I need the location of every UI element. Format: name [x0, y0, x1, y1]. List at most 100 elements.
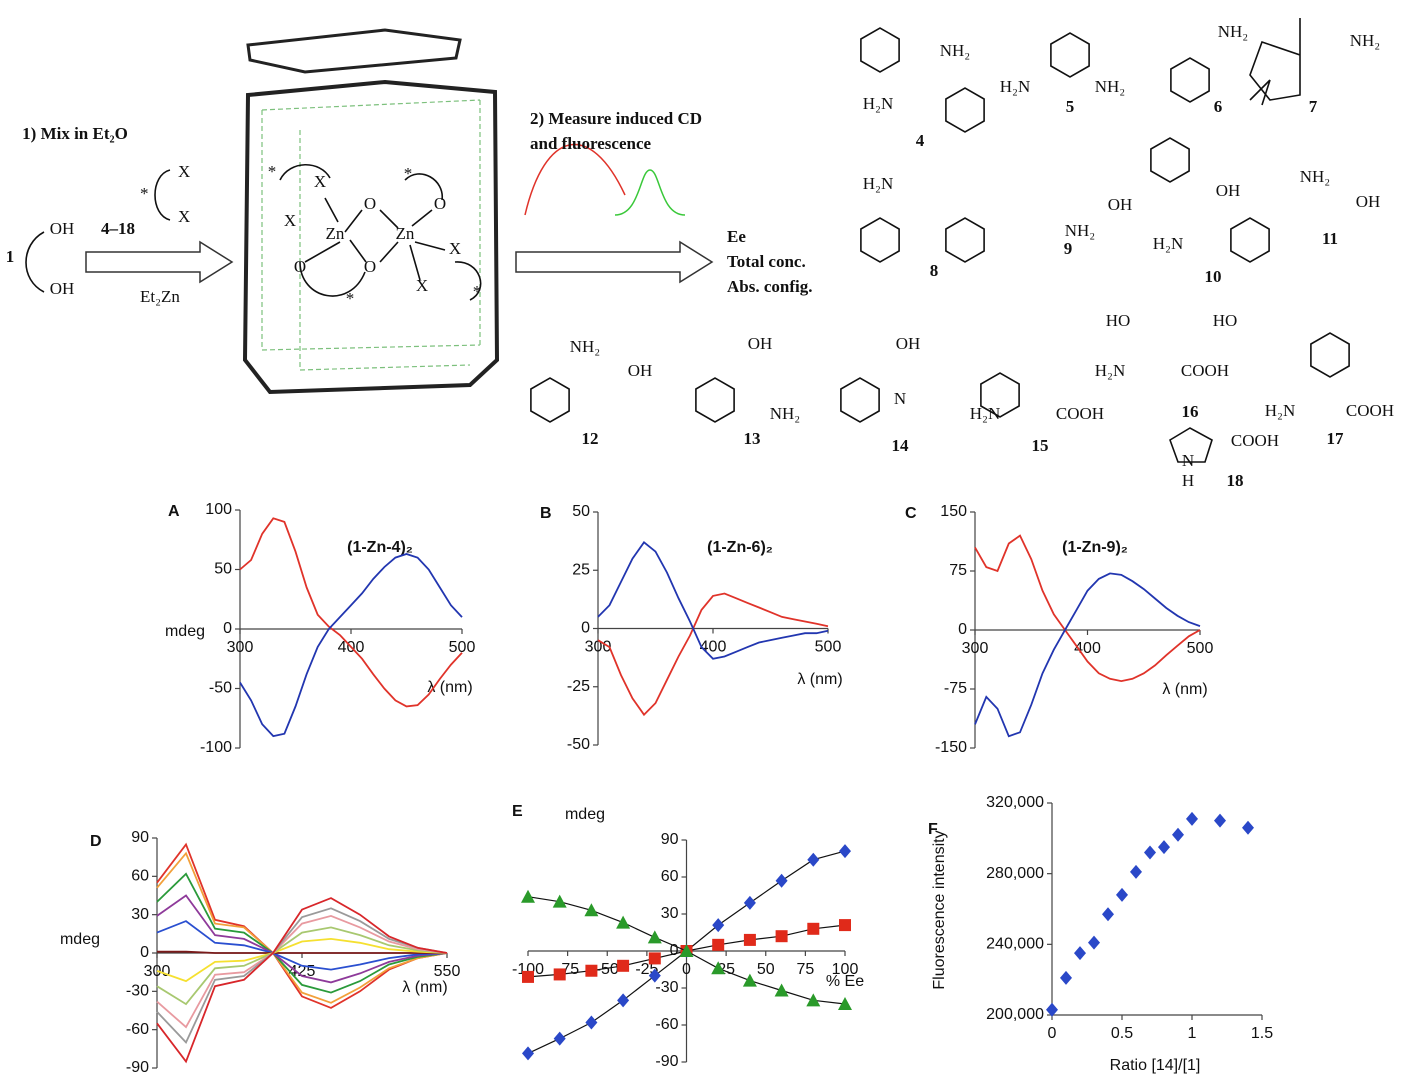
x-tick-label: 0	[1048, 1025, 1057, 1042]
scheme-label: COOH	[1231, 431, 1279, 450]
figure: 1) Mix in Et₂O4–18XX*1OHOHEt₂Zn2) Measur…	[0, 0, 1414, 1076]
y-tick-label: 25	[572, 561, 590, 578]
scheme-label: H₂N	[1000, 77, 1030, 96]
scheme-label: OH	[1356, 192, 1381, 211]
diamine-arc	[155, 170, 170, 220]
y-tick-label: 90	[661, 831, 679, 848]
scheme-label: 15	[1032, 436, 1049, 455]
scheme-label: 6	[1214, 97, 1223, 116]
point	[839, 919, 851, 931]
y-tick-label: 30	[131, 906, 149, 923]
scheme-label: H₂N	[1153, 234, 1183, 253]
point	[1074, 946, 1086, 960]
point	[775, 983, 789, 996]
box	[245, 82, 497, 392]
point	[712, 939, 724, 951]
scheme-label: N	[894, 389, 906, 408]
arrow-1	[86, 242, 232, 282]
x-tick-label: 50	[757, 961, 775, 978]
panel-label: D	[90, 833, 102, 850]
point	[521, 890, 535, 903]
scheme-label: H₂N	[1095, 361, 1125, 380]
chart: -90-60-300306090-100-75-50-250255075100E…	[512, 803, 864, 1070]
box-lid	[248, 30, 460, 72]
scheme-label: 9	[1064, 239, 1073, 258]
y-tick-label: -25	[567, 678, 590, 695]
diol-arc	[26, 232, 44, 292]
scheme-label: 7	[1309, 97, 1318, 116]
x-axis-label: % Ee	[826, 973, 864, 990]
chart-title: (1-Zn-6)₂	[707, 539, 773, 556]
y-tick-label: 280,000	[986, 865, 1044, 882]
scheme-label: OH	[50, 279, 75, 298]
scheme-label: OH	[50, 219, 75, 238]
arrow-2	[516, 242, 712, 282]
y-tick-label: 150	[940, 503, 967, 520]
scheme-label: *	[268, 162, 277, 181]
point	[585, 1016, 597, 1030]
y-tick-label: -60	[655, 1016, 678, 1033]
point	[1130, 865, 1142, 879]
scheme-label: 17	[1327, 429, 1345, 448]
scheme-label: Abs. config.	[727, 277, 812, 296]
scheme-label: NH₂	[570, 337, 600, 356]
scheme-label: COOH	[1181, 361, 1229, 380]
y-tick-label: -150	[935, 739, 967, 756]
x-tick-label: 0	[682, 961, 691, 978]
y-tick-label: -50	[209, 680, 232, 697]
scheme-label: 8	[930, 261, 939, 280]
scheme-label: OH	[1108, 195, 1133, 214]
point	[584, 903, 598, 916]
fluorescence-curve	[615, 170, 685, 215]
chart-title: (1-Zn-9)₂	[1062, 539, 1128, 556]
point	[1102, 907, 1114, 921]
x-tick-label: 0.5	[1111, 1025, 1133, 1042]
scheme-label: HO	[1213, 311, 1238, 330]
chart: -100-50050100300400500A(1-Zn-4)₂λ (nm)md…	[165, 501, 475, 756]
point	[585, 965, 597, 977]
y-tick-label: -90	[126, 1059, 149, 1076]
scheme-label: H₂N	[863, 174, 893, 193]
scheme-label: X	[284, 211, 296, 230]
scheme-label: 13	[744, 429, 761, 448]
scheme-label: NH₂	[1350, 31, 1380, 50]
scheme-label: 18	[1227, 471, 1244, 490]
scheme-label: 11	[1322, 229, 1338, 248]
scheme-label: OH	[748, 334, 773, 353]
series-line	[157, 952, 447, 953]
point	[806, 993, 820, 1006]
scheme-label: 10	[1205, 267, 1222, 286]
panel-label: B	[540, 505, 552, 522]
y-tick-label: 0	[140, 944, 149, 961]
ring	[946, 218, 984, 262]
chart: -90-60-300306090300425550Dλ (nm)mdeg	[60, 829, 460, 1076]
y-tick-label: 0	[223, 620, 232, 637]
ring	[861, 218, 899, 262]
scheme-label: X	[178, 207, 190, 226]
y-tick-label: 0	[581, 620, 590, 637]
x-tick-label: 400	[700, 639, 727, 656]
panel-label: C	[905, 505, 917, 522]
y-axis-label: mdeg	[565, 806, 605, 823]
y-tick-label: 60	[661, 868, 679, 885]
ring	[1231, 218, 1269, 262]
x-tick-label: 1	[1188, 1025, 1197, 1042]
scheme-label: NH₂	[1300, 167, 1330, 186]
y-tick-label: 200,000	[986, 1006, 1044, 1023]
y-tick-label: 30	[661, 905, 679, 922]
charts: -100-50050100300400500A(1-Zn-4)₂λ (nm)md…	[60, 501, 1273, 1076]
scheme-label: COOH	[1056, 404, 1104, 423]
y-tick-label: 240,000	[986, 936, 1044, 953]
point	[1214, 814, 1226, 828]
point	[554, 1032, 566, 1046]
point	[616, 916, 630, 929]
scheme-label: H₂N	[970, 404, 1000, 423]
point	[744, 896, 756, 910]
page: {"scheme": {"labels": ["1) Mix in Et₂O",…	[0, 0, 1414, 1076]
y-tick-label: 50	[572, 503, 590, 520]
y-tick-label: -30	[126, 983, 149, 1000]
ring	[1311, 333, 1349, 377]
panel-label: A	[168, 503, 180, 520]
point	[522, 1046, 534, 1060]
ring	[1151, 138, 1189, 182]
